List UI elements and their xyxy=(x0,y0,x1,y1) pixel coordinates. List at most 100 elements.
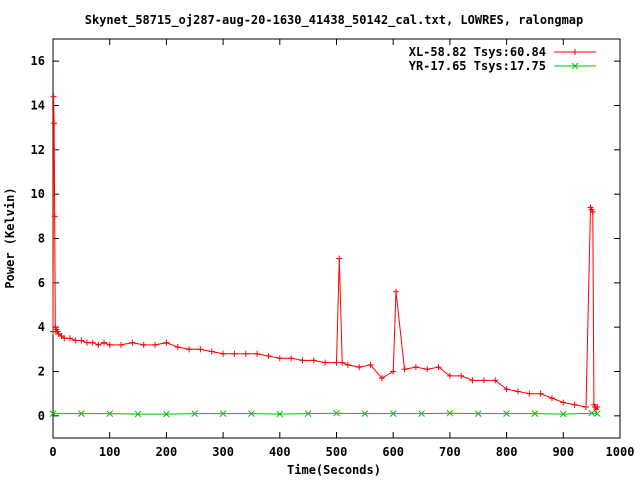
axis-ticks: 0 100 200 300 400 500 600 700 800 900 1000 0 2 4 6 8 10 1… xyxy=(31,39,635,459)
data-point xyxy=(390,368,397,375)
data-point xyxy=(231,350,238,357)
data-point xyxy=(446,409,454,417)
series-layer xyxy=(49,93,601,418)
data-point xyxy=(299,357,306,364)
data-point xyxy=(588,409,596,417)
data-point xyxy=(140,341,147,348)
data-point xyxy=(336,255,343,262)
x-tick-label: 600 xyxy=(382,445,404,459)
legend-label: XL-58.82 Tsys:60.84 xyxy=(409,45,546,59)
y-tick-label: 6 xyxy=(38,276,45,290)
y-tick-label: 10 xyxy=(31,187,45,201)
x-tick-label: 500 xyxy=(326,445,348,459)
data-point xyxy=(424,366,431,373)
legend-label: YR-17.65 Tsys:17.75 xyxy=(409,59,546,73)
data-point xyxy=(548,395,555,402)
data-point xyxy=(526,390,533,397)
data-point xyxy=(310,357,317,364)
y-tick-label: 14 xyxy=(31,99,45,113)
data-point xyxy=(537,390,544,397)
data-point xyxy=(254,350,261,357)
data-point xyxy=(559,410,567,418)
data-point xyxy=(276,410,284,418)
data-point xyxy=(503,410,510,417)
data-point xyxy=(322,359,329,366)
data-point xyxy=(152,341,159,348)
data-point xyxy=(401,366,408,373)
data-point xyxy=(220,350,227,357)
data-point xyxy=(191,410,199,417)
x-tick-label: 0 xyxy=(49,445,56,459)
y-tick-label: 8 xyxy=(38,232,45,246)
x-tick-label: 400 xyxy=(269,445,291,459)
data-point xyxy=(242,350,249,357)
data-point xyxy=(389,410,397,417)
data-point xyxy=(208,348,215,355)
data-point xyxy=(333,409,340,417)
data-point xyxy=(50,93,57,100)
data-point xyxy=(95,341,102,348)
data-point xyxy=(503,386,510,393)
series-line xyxy=(53,412,598,415)
plot-frame xyxy=(52,38,621,439)
data-point xyxy=(594,403,601,410)
data-point xyxy=(304,410,312,417)
data-point xyxy=(412,364,419,371)
data-point xyxy=(89,339,96,346)
data-point xyxy=(361,410,369,417)
chart-title: Skynet_58715_oj287-aug-20-1630_41438_501… xyxy=(85,13,584,28)
data-point xyxy=(51,120,58,127)
data-point xyxy=(197,346,204,353)
data-point xyxy=(333,359,340,366)
x-tick-label: 100 xyxy=(99,445,121,459)
data-point xyxy=(134,410,142,418)
x-tick-label: 300 xyxy=(212,445,234,459)
data-point xyxy=(356,364,363,371)
data-point xyxy=(174,344,181,351)
y-tick-label: 2 xyxy=(38,365,45,379)
y-tick-label: 16 xyxy=(31,54,45,68)
data-point xyxy=(593,410,601,417)
data-point xyxy=(248,410,255,417)
data-point xyxy=(78,337,85,344)
data-point xyxy=(51,213,58,220)
data-point xyxy=(492,377,499,384)
data-point xyxy=(129,339,136,346)
x-tick-label: 200 xyxy=(156,445,178,459)
data-point xyxy=(339,359,346,366)
data-point xyxy=(106,410,114,417)
data-point xyxy=(186,346,193,353)
y-tick-label: 0 xyxy=(38,409,45,423)
data-point xyxy=(418,410,425,417)
y-tick-label: 12 xyxy=(31,143,45,157)
data-point xyxy=(265,352,272,359)
data-point xyxy=(77,410,85,417)
data-point xyxy=(49,410,57,417)
data-point xyxy=(163,339,170,346)
data-point xyxy=(101,339,108,346)
data-point xyxy=(67,335,74,342)
data-point xyxy=(589,208,596,215)
y-axis-label: Power (Kelvin) xyxy=(3,187,17,288)
data-point xyxy=(571,401,578,408)
data-point xyxy=(344,361,351,368)
data-point xyxy=(378,375,385,382)
data-point xyxy=(480,377,487,384)
data-point xyxy=(163,410,170,418)
y-tick-label: 4 xyxy=(38,320,45,334)
data-point xyxy=(72,337,79,344)
data-point xyxy=(288,355,295,362)
data-point xyxy=(582,403,589,410)
legend-marker xyxy=(572,49,578,55)
data-point xyxy=(61,335,68,342)
x-tick-label: 700 xyxy=(439,445,461,459)
data-point xyxy=(219,410,227,417)
data-point xyxy=(560,399,567,406)
data-point xyxy=(84,339,91,346)
data-point xyxy=(367,361,374,368)
x-tick-label: 1000 xyxy=(606,445,635,459)
data-point xyxy=(474,410,482,417)
